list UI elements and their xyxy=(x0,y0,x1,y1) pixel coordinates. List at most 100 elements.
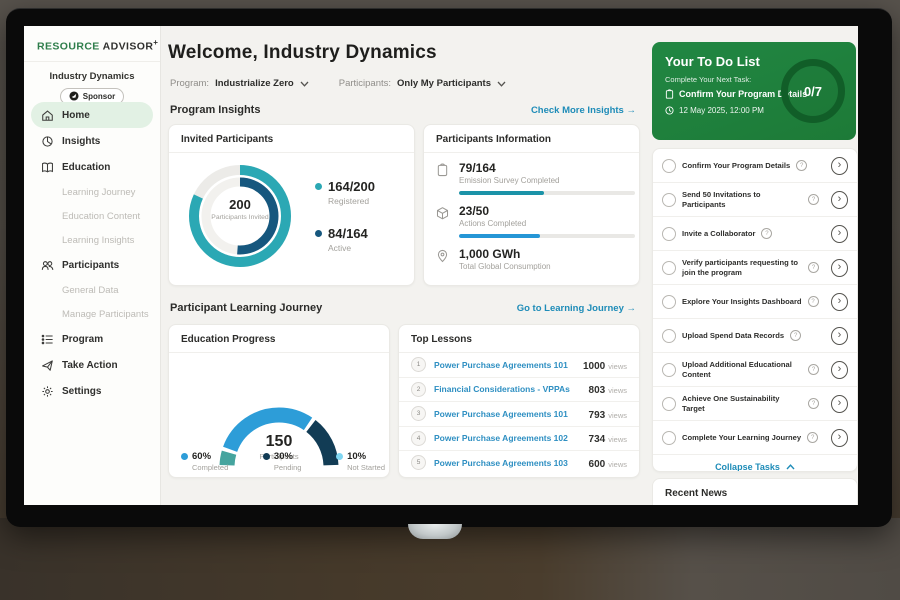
task-row-confirm-program[interactable]: Confirm Your Program Details ? › xyxy=(653,149,857,183)
sidebar-item-program[interactable]: Program xyxy=(24,326,160,352)
donut-legend: 164/200 Registered 84/164 Active xyxy=(315,179,375,253)
sidebar-item-home[interactable]: Home xyxy=(31,102,153,128)
participants-filter-value[interactable]: Only My Participants xyxy=(397,78,491,89)
todo-due-date: 12 May 2025, 12:00 PM xyxy=(665,106,764,115)
task-chevron-button[interactable]: › xyxy=(831,360,848,379)
go-to-learning-journey-link[interactable]: Go to Learning Journey → xyxy=(517,303,636,314)
sidebar-item-take-action[interactable]: Take Action xyxy=(24,352,160,378)
gear-icon xyxy=(40,384,54,398)
info-row-consumption: 1,000 GWh Total Global Consumption xyxy=(436,247,627,271)
sidebar-item-insights[interactable]: Insights xyxy=(24,128,160,154)
sidebar: RESOURCE ADVISOR+ Industry Dynamics Spon… xyxy=(24,26,161,505)
sidebar-item-general-data[interactable]: General Data xyxy=(24,278,160,302)
actions-value: 23/50 xyxy=(459,204,490,218)
recent-news-title: Recent News xyxy=(653,479,857,505)
help-icon: ? xyxy=(808,364,819,375)
task-row-explore-insights[interactable]: Explore Your Insights Dashboard ? › xyxy=(653,285,857,319)
task-chevron-button[interactable]: › xyxy=(831,428,848,447)
link-label: Check More Insights xyxy=(530,104,624,116)
task-chevron-button[interactable]: › xyxy=(831,224,848,243)
task-row-achieve-target[interactable]: Achieve One Sustainability Target ? › xyxy=(653,387,857,421)
actions-progressbar xyxy=(459,234,635,238)
lesson-rank: 3 xyxy=(411,406,426,422)
logo-plus: + xyxy=(153,38,159,47)
sidebar-item-learning-insights[interactable]: Learning Insights xyxy=(24,228,160,252)
sidebar-item-learning-journey[interactable]: Learning Journey xyxy=(24,180,160,204)
task-checkbox[interactable] xyxy=(662,192,676,207)
sidebar-item-label: Education xyxy=(62,161,111,173)
lesson-link[interactable]: Power Purchase Agreements 101 xyxy=(434,408,568,419)
collapse-tasks-link[interactable]: Collapse Tasks xyxy=(653,455,857,471)
task-row-complete-learning-journey[interactable]: Complete Your Learning Journey ? › xyxy=(653,421,857,455)
lesson-views: 803 xyxy=(588,385,606,397)
info-row-actions: 23/50 Actions Completed xyxy=(436,204,635,238)
task-row-verify-participants[interactable]: Verify participants requesting to join t… xyxy=(653,251,857,285)
lesson-link[interactable]: Power Purchase Agreements 103 xyxy=(434,457,568,468)
invited-participants-card: Invited Participants 200 xyxy=(168,124,415,286)
task-label: Verify participants requesting to join t… xyxy=(682,258,799,277)
help-icon: ? xyxy=(761,228,773,239)
task-chevron-button[interactable]: › xyxy=(831,258,848,277)
sidebar-item-label: Manage Participants xyxy=(62,308,149,320)
sidebar-item-label: Take Action xyxy=(62,359,118,371)
task-checkbox[interactable] xyxy=(662,260,676,275)
help-icon: ? xyxy=(807,296,819,307)
task-chevron-button[interactable]: › xyxy=(831,156,848,175)
sidebar-item-education-content[interactable]: Education Content xyxy=(24,204,160,228)
lesson-views: 734 xyxy=(588,434,606,446)
right-column: Your To Do List Complete Your Next Task:… xyxy=(648,26,858,505)
task-checkbox[interactable] xyxy=(662,294,676,309)
task-row-send-invitations[interactable]: Send 50 Invitations to Participants ? › xyxy=(653,183,857,217)
legend-item-active: 84/164 Active xyxy=(315,226,375,253)
section-title-learning-journey: Participant Learning Journey xyxy=(170,302,323,314)
task-row-invite-collaborator[interactable]: Invite a Collaborator ? › xyxy=(653,217,857,251)
chevron-down-icon[interactable] xyxy=(497,81,506,87)
check-more-insights-link[interactable]: Check More Insights → xyxy=(531,105,636,116)
lesson-link[interactable]: Power Purchase Agreements 102 xyxy=(434,433,568,444)
task-row-upload-educational-content[interactable]: Upload Additional Educational Content ? … xyxy=(653,353,857,387)
logo-text-resource: RESOURCE xyxy=(37,40,100,53)
task-checkbox[interactable] xyxy=(662,328,676,343)
emission-survey-progressbar xyxy=(459,191,635,195)
legend-item-not-started: 10% Not Started xyxy=(336,451,385,472)
sidebar-item-participants[interactable]: Participants xyxy=(24,252,160,278)
learning-journey-header: Participant Learning Journey Go to Learn… xyxy=(170,302,636,314)
sidebar-item-settings[interactable]: Settings xyxy=(24,378,160,404)
lesson-row: 3 Power Purchase Agreements 101 793 views xyxy=(399,402,639,427)
task-checkbox[interactable] xyxy=(662,430,676,445)
not-started-pct: 10% xyxy=(347,451,367,462)
filters-row: Program: Industrialize Zero Participants… xyxy=(170,78,506,89)
legend-dot xyxy=(315,183,322,190)
help-icon: ? xyxy=(808,398,819,409)
program-filter-value[interactable]: Industrialize Zero xyxy=(215,78,294,89)
help-icon: ? xyxy=(808,194,819,205)
lesson-link[interactable]: Power Purchase Agreements 101 xyxy=(434,359,568,370)
task-chevron-button[interactable]: › xyxy=(831,394,848,413)
legend-item-pending: 30% Pending xyxy=(262,451,301,472)
task-checkbox[interactable] xyxy=(662,226,676,241)
sidebar-item-label: Settings xyxy=(62,385,102,397)
program-insights-header: Program Insights Check More Insights → xyxy=(170,104,636,116)
invited-total-label: Participants Invited xyxy=(211,214,269,221)
task-checkbox[interactable] xyxy=(662,362,676,377)
legend-item-completed: 60% Completed xyxy=(181,451,228,472)
active-value: 84/164 xyxy=(328,226,368,241)
views-suffix: views xyxy=(608,435,627,445)
task-checkbox[interactable] xyxy=(662,396,676,411)
task-chevron-button[interactable]: › xyxy=(831,292,848,311)
card-title: Invited Participants xyxy=(169,125,414,153)
task-chevron-button[interactable]: › xyxy=(831,326,848,345)
task-checkbox[interactable] xyxy=(662,158,676,173)
lesson-link[interactable]: Financial Considerations - VPPAs xyxy=(434,384,570,395)
chevron-down-icon[interactable] xyxy=(300,81,309,87)
todo-subtitle: Complete Your Next Task: xyxy=(665,75,752,84)
help-icon: ? xyxy=(808,262,819,273)
task-label: Explore Your Insights Dashboard xyxy=(682,296,802,306)
task-row-upload-spend-data[interactable]: Upload Spend Data Records ? › xyxy=(653,319,857,353)
sidebar-item-education[interactable]: Education xyxy=(24,154,160,180)
sidebar-item-manage-participants[interactable]: Manage Participants xyxy=(24,302,160,326)
task-chevron-button[interactable]: › xyxy=(831,190,848,209)
task-label: Upload Spend Data Records xyxy=(682,330,785,340)
lesson-views: 793 xyxy=(588,409,606,421)
